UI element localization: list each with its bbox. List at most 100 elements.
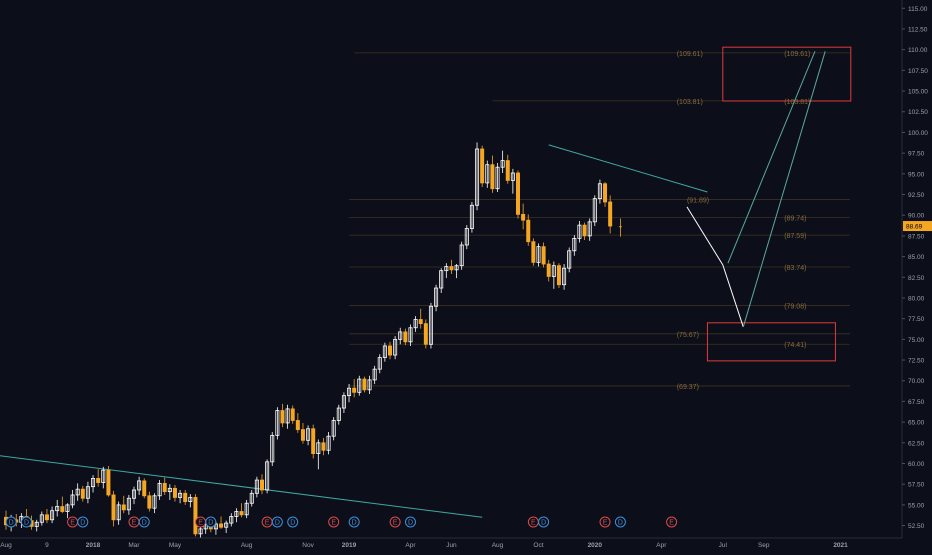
marker-letter: D: [80, 520, 85, 527]
candle-body: [347, 387, 352, 397]
candle-body: [178, 492, 183, 498]
candle-body: [500, 160, 505, 168]
earnings-marker[interactable]: [666, 516, 678, 528]
candle-body: [270, 434, 275, 463]
candle-body: [352, 387, 357, 393]
dividend-marker[interactable]: [20, 516, 32, 528]
candle-body: [290, 408, 295, 421]
candle-body: [60, 506, 65, 512]
candle-body: [490, 164, 495, 190]
earnings-marker[interactable]: [389, 516, 401, 528]
candle-body: [546, 263, 551, 277]
y-tick-label: 112.50: [908, 26, 928, 33]
dividend-marker[interactable]: [5, 516, 17, 528]
earnings-marker[interactable]: [328, 516, 340, 528]
candle-body: [551, 265, 556, 277]
y-tick-label: 102.50: [908, 109, 928, 116]
candle-body: [516, 172, 521, 215]
y-tick-label: 95.00: [908, 171, 925, 178]
candle-body: [556, 265, 561, 286]
dividend-marker[interactable]: [348, 516, 360, 528]
fib-label: (79.08): [784, 304, 806, 311]
candle-body: [505, 160, 510, 181]
projection-parallel[interactable]: [727, 51, 816, 264]
dividend-marker[interactable]: [538, 516, 550, 528]
candle-body: [321, 442, 326, 451]
candle-body: [536, 246, 541, 263]
candle-body: [229, 516, 234, 524]
candle-body: [96, 478, 101, 483]
x-tick-label: 2018: [86, 542, 101, 549]
candle-body: [167, 487, 172, 493]
candle-body: [531, 241, 536, 263]
candle-body: [34, 521, 39, 527]
candle-body: [372, 368, 377, 381]
y-tick-label: 80.00: [908, 295, 925, 302]
candle-body: [244, 502, 249, 516]
candle-body: [55, 506, 60, 512]
dividend-marker[interactable]: [404, 516, 416, 528]
x-tick-label: Aug: [492, 542, 504, 549]
candle-body: [300, 429, 305, 441]
y-tick-label: 105.00: [908, 89, 928, 96]
projection-path[interactable]: [686, 51, 826, 328]
candle-body: [449, 266, 454, 271]
dividend-marker[interactable]: [287, 516, 299, 528]
candle-body: [254, 479, 259, 494]
candle-body: [541, 246, 546, 265]
y-tick-label: 100.00: [908, 130, 928, 137]
target-boxes[interactable]: (109.61) (103.81): [706, 46, 852, 362]
trendlines[interactable]: [0, 144, 708, 518]
projection-leg[interactable]: [686, 206, 724, 266]
candle-body: [147, 495, 152, 509]
x-tick-label: 9: [45, 542, 49, 549]
candle-body: [116, 504, 121, 521]
candle-body: [172, 487, 177, 498]
candle-body: [387, 345, 392, 356]
long-term-resistance[interactable]: [0, 455, 483, 518]
candle-body: [562, 267, 567, 286]
candle-body: [459, 244, 464, 267]
projection-leg[interactable]: [742, 51, 826, 328]
candle-body: [398, 331, 403, 340]
x-tick-label: Oct: [533, 542, 543, 549]
y-tick-label: 57.50: [908, 482, 925, 489]
dividend-marker[interactable]: [614, 516, 626, 528]
fib-label: (83.74): [784, 265, 806, 272]
x-tick-label: May: [169, 542, 182, 549]
dividend-marker[interactable]: [271, 516, 283, 528]
marker-letter: E: [603, 520, 608, 527]
candle-body: [377, 357, 382, 370]
dividend-marker[interactable]: [205, 516, 217, 528]
x-tick-label: Jul: [719, 542, 728, 549]
earnings-marker[interactable]: [599, 516, 611, 528]
candle-body: [142, 480, 147, 497]
candle-body: [439, 270, 444, 289]
candle-body: [239, 511, 244, 516]
x-tick-label: Jun: [446, 542, 457, 549]
candle-body: [357, 378, 362, 393]
x-tick-label: Nov: [302, 542, 314, 549]
marker-letter: D: [24, 520, 29, 527]
candle-body: [572, 237, 577, 252]
candle-body: [587, 221, 592, 237]
fib-label: (75.67): [677, 332, 699, 339]
time-axis[interactable]: Aug 9 2018 Mar May Aug Nov 2019 Apr Jun Aug Oct 2020…: [0, 537, 932, 550]
dividend-marker[interactable]: [138, 516, 150, 528]
dividend-marker[interactable]: [77, 516, 89, 528]
y-tick-label: 62.50: [908, 440, 925, 447]
upper-trendline[interactable]: [548, 144, 708, 193]
candle-body: [413, 319, 418, 329]
projection-leg[interactable]: [722, 264, 744, 328]
candle-body: [423, 323, 428, 345]
fib-label: (109.61): [677, 51, 703, 58]
candle-body: [157, 482, 162, 497]
upper-target-box[interactable]: [722, 46, 852, 102]
candle-body: [280, 410, 285, 424]
lower-target-box[interactable]: [706, 322, 836, 362]
price-axis[interactable]: 52.50 55.00 57.50 60.00 62.50 65.00 67.50 70.00…: [901, 0, 932, 538]
candle-body: [485, 164, 490, 184]
